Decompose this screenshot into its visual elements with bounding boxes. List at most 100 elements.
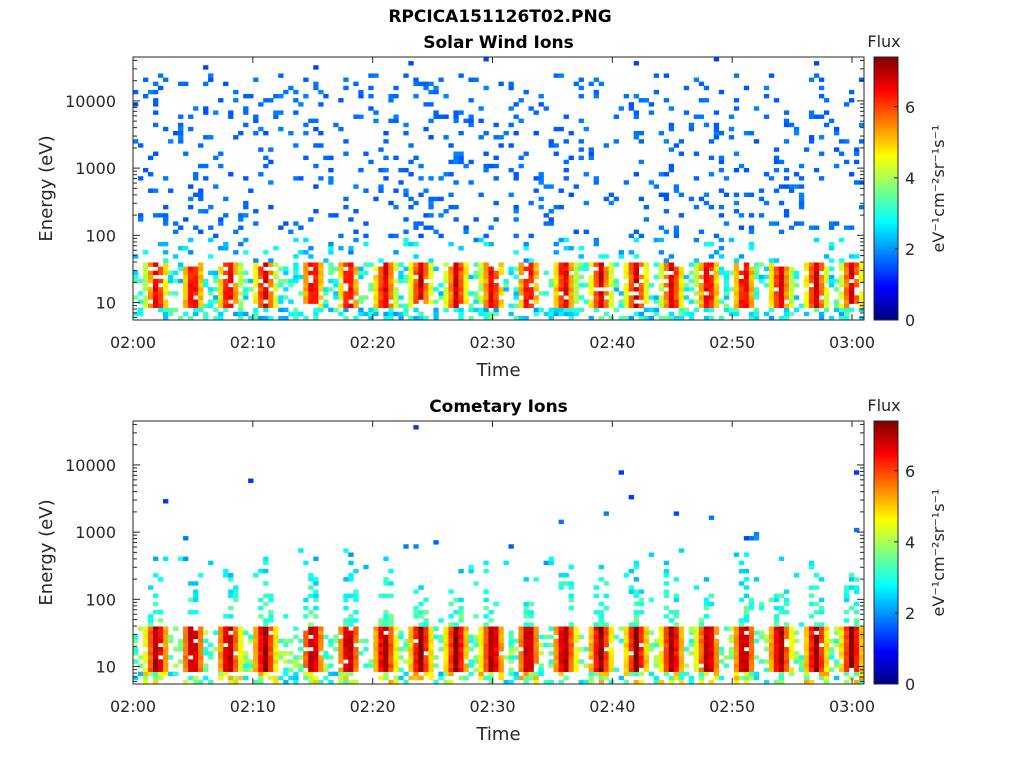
heatmap-cell [733, 106, 740, 111]
heatmap-cell [163, 213, 169, 218]
heatmap-cell [663, 139, 670, 144]
heatmap-cell [543, 679, 549, 685]
heatmap-cell [393, 675, 399, 681]
heatmap-cell [688, 287, 695, 292]
heatmap-cell [398, 675, 404, 681]
heatmap-cell [343, 274, 349, 280]
heatmap-cell [668, 274, 675, 280]
heatmap-cell [423, 667, 429, 672]
heatmap-cell [443, 299, 449, 304]
heatmap-cell [438, 618, 444, 623]
heatmap-cell [183, 311, 189, 317]
heatmap-cell [803, 299, 810, 304]
heatmap-cell [418, 642, 424, 648]
heatmap-cell [228, 274, 234, 280]
heatmap-cell [168, 655, 174, 660]
heatmap-cell [768, 278, 775, 284]
heatmap-cell [278, 110, 284, 115]
heatmap-cell [423, 287, 429, 292]
heatmap-cell [713, 287, 720, 292]
heatmap-cell [158, 638, 164, 644]
heatmap-cell [318, 655, 324, 660]
heatmap-cell [853, 278, 860, 284]
panel-title: Cometary Ions [429, 397, 568, 417]
heatmap-cell [388, 233, 394, 239]
heatmap-cell [823, 667, 830, 672]
heatmap-cell [358, 167, 364, 173]
heatmap-cell [228, 114, 234, 119]
heatmap-cell [643, 262, 650, 267]
heatmap-cell [658, 130, 665, 136]
colorbar-segment [874, 644, 898, 648]
heatmap-cell [338, 638, 344, 644]
heatmap-cell [263, 315, 269, 321]
heatmap-cell [478, 295, 484, 300]
heatmap-cell [673, 266, 680, 271]
heatmap-cell [738, 651, 745, 656]
heatmap-cell [173, 626, 179, 631]
heatmap-cell [708, 651, 715, 656]
heatmap-cell [638, 638, 644, 644]
heatmap-cell [193, 106, 199, 111]
heatmap-cell [563, 167, 569, 173]
heatmap-cell [808, 647, 815, 652]
heatmap-cell [843, 311, 850, 317]
heatmap-cell [273, 246, 279, 251]
heatmap-cell [213, 647, 219, 652]
heatmap-cell [313, 85, 319, 91]
heatmap-cell [208, 651, 214, 656]
heatmap-cell [138, 278, 144, 284]
colorbar-segment [874, 216, 898, 220]
heatmap-cell [148, 667, 154, 672]
heatmap-cell [243, 295, 249, 300]
heatmap-cell [388, 307, 394, 313]
heatmap-cell [633, 614, 639, 619]
heatmap-cell [448, 626, 454, 631]
heatmap-cell [623, 638, 629, 644]
heatmap-cell [688, 642, 695, 648]
heatmap-cell [703, 262, 710, 267]
heatmap-cell [288, 675, 294, 681]
heatmap-cell [193, 311, 199, 317]
heatmap-cell [858, 139, 865, 144]
heatmap-cell [333, 647, 339, 652]
heatmap-cell [653, 642, 660, 648]
heatmap-cell [853, 589, 860, 594]
heatmap-cell [173, 663, 179, 668]
heatmap-cell [158, 647, 164, 652]
heatmap-cell [388, 679, 394, 685]
heatmap-cell [528, 667, 534, 672]
heatmap-cell [213, 110, 219, 115]
heatmap-cell [788, 295, 795, 300]
heatmap-cell [633, 589, 639, 594]
heatmap-cell [573, 311, 579, 317]
heatmap-cell [408, 291, 414, 296]
heatmap-cell [203, 110, 209, 115]
heatmap-cell [788, 287, 795, 292]
heatmap-cell [383, 618, 389, 623]
heatmap-cell [673, 577, 680, 582]
heatmap-cell [313, 659, 319, 664]
heatmap-cell [293, 262, 299, 267]
heatmap-cell [493, 601, 499, 607]
heatmap-cell [558, 266, 564, 271]
heatmap-cell [773, 188, 780, 193]
heatmap-cell [528, 655, 534, 660]
colorbar-segment [874, 504, 898, 507]
heatmap-cell [443, 642, 449, 648]
heatmap-cell [428, 204, 434, 210]
heatmap-cell [633, 610, 639, 615]
heatmap-cell [793, 221, 800, 226]
heatmap-cell [368, 73, 374, 78]
heatmap-cell [443, 659, 449, 664]
heatmap-cell [693, 634, 700, 640]
heatmap-cell [158, 577, 164, 582]
heatmap-cell [773, 634, 780, 640]
heatmap-cell [643, 638, 650, 644]
heatmap-cell [678, 303, 685, 308]
heatmap-cell [808, 642, 815, 648]
heatmap-cell [568, 130, 574, 136]
heatmap-cell [843, 634, 850, 640]
heatmap-cell [558, 262, 564, 267]
heatmap-cell [263, 556, 269, 562]
